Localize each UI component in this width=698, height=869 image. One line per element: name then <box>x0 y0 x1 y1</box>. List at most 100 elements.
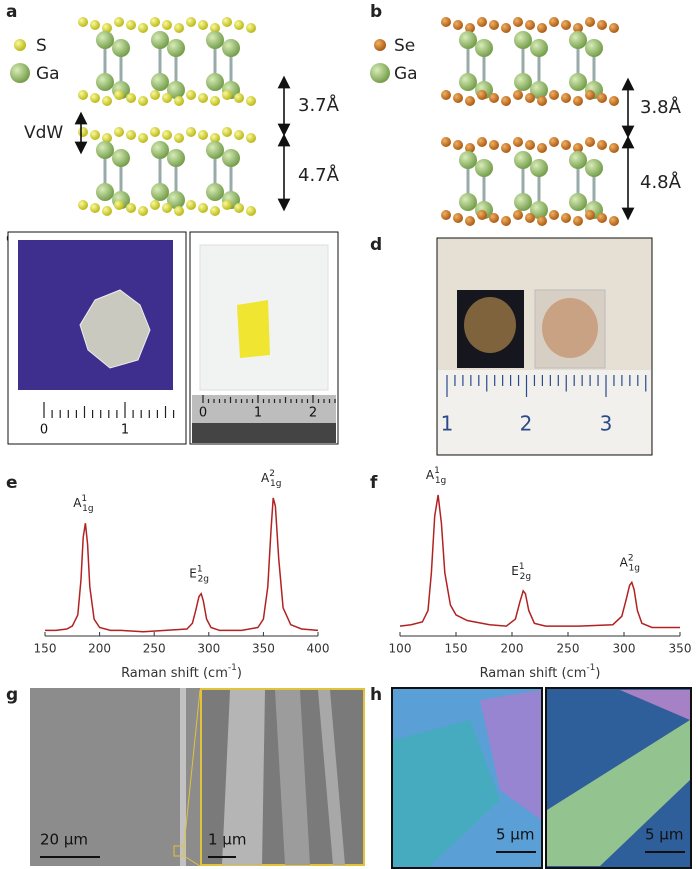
chalcogen-atom <box>597 20 607 30</box>
chalcogen-atom <box>573 216 583 226</box>
scale-bar-label: 20 μm <box>40 831 88 849</box>
chalcogen-atom <box>234 130 244 140</box>
chalcogen-atom <box>525 213 535 223</box>
ga-atom <box>222 149 240 167</box>
chalcogen-atom <box>513 17 523 27</box>
panel-label: b <box>370 2 382 22</box>
chalcogen-atom <box>138 23 148 33</box>
chalcogen-atom <box>441 90 451 100</box>
chalcogen-atom <box>489 93 499 103</box>
peak-label-sup: 1 <box>197 564 203 574</box>
chalcogen-atom <box>114 90 124 100</box>
chalcogen-atom <box>489 140 499 150</box>
ga-atom <box>151 183 169 201</box>
chalcogen-atom <box>174 206 184 216</box>
ruler-bar <box>438 370 651 454</box>
chalcogen-atom <box>138 96 148 106</box>
chalcogen-atom <box>126 130 136 140</box>
chalcogen-atom <box>198 20 208 30</box>
panel-label: h <box>370 685 382 705</box>
ga-atom <box>585 39 603 57</box>
ga-atom <box>514 151 532 169</box>
flake <box>237 300 270 358</box>
x-tick-label: 400 <box>307 642 330 656</box>
chalcogen-atom <box>561 213 571 223</box>
dim-label: 3.8Å <box>640 96 682 118</box>
flake <box>464 297 516 353</box>
chalcogen-atom <box>90 93 100 103</box>
chalcogen-atom <box>585 210 595 220</box>
peak-label-sub: 1g <box>82 504 93 514</box>
chalcogen-atom <box>186 90 196 100</box>
chalcogen-atom <box>78 90 88 100</box>
chalcogen-atom <box>246 23 256 33</box>
chalcogen-atom <box>537 96 547 106</box>
chalcogen-atom <box>138 133 148 143</box>
scale-bar-label: 5 μm <box>496 826 534 844</box>
panel-label: d <box>370 235 382 255</box>
ruler-edge <box>192 423 336 443</box>
chalcogen-atom <box>561 93 571 103</box>
chalcogen-atom <box>609 96 619 106</box>
chalcogen-atom <box>549 17 559 27</box>
chalcogen-atom <box>549 90 559 100</box>
chalcogen-atom <box>441 137 451 147</box>
chalcogen-atom <box>246 133 256 143</box>
scale-bar-label: 5 μm <box>645 826 683 844</box>
ga-atom <box>459 73 477 91</box>
peak-label-sup: 1 <box>519 561 525 571</box>
peak-label: A21g <box>620 553 640 573</box>
chalcogen-atom <box>162 130 172 140</box>
x-axis-label-text: Raman shift (cm <box>480 666 587 681</box>
chalcogen-atom <box>90 203 100 213</box>
chalcogen-atom <box>78 17 88 27</box>
chalcogen-atom <box>90 20 100 30</box>
peak-label: E12g <box>511 561 531 581</box>
chalcogen-atom <box>489 20 499 30</box>
chalcogen-atom <box>561 140 571 150</box>
chalcogen-atom <box>537 23 547 33</box>
legend-swatch <box>374 39 386 51</box>
chalcogen-atom <box>126 93 136 103</box>
dim-label: 3.7Å <box>298 94 340 116</box>
ga-atom <box>96 31 114 49</box>
chalcogen-atom <box>609 216 619 226</box>
chalcogen-atom <box>222 127 232 137</box>
ga-atom <box>459 31 477 49</box>
ga-atom <box>459 193 477 211</box>
chalcogen-atom <box>246 96 256 106</box>
ga-atom <box>475 159 493 177</box>
ga-atom <box>222 39 240 57</box>
x-tick-label: 200 <box>88 642 111 656</box>
chalcogen-atom <box>162 203 172 213</box>
chalcogen-atom <box>441 17 451 27</box>
chalcogen-atom <box>585 90 595 100</box>
x-tick-label: 200 <box>501 642 524 656</box>
chalcogen-atom <box>477 17 487 27</box>
chalcogen-atom <box>525 20 535 30</box>
peak-label-sub: 1g <box>435 476 446 486</box>
chalcogen-atom <box>222 200 232 210</box>
ruler-label: 0 <box>40 423 48 438</box>
chalcogen-atom <box>609 143 619 153</box>
chalcogen-atom <box>126 203 136 213</box>
ga-atom <box>206 183 224 201</box>
chalcogen-atom <box>501 216 511 226</box>
chalcogen-atom <box>465 96 475 106</box>
chalcogen-atom <box>102 206 112 216</box>
chalcogen-atom <box>453 20 463 30</box>
x-tick-label: 250 <box>557 642 580 656</box>
ruler-label: 0 <box>199 406 207 421</box>
chalcogen-atom <box>78 200 88 210</box>
ga-atom <box>112 149 130 167</box>
panel-label: f <box>370 473 378 493</box>
flake <box>542 298 598 358</box>
chalcogen-atom <box>501 143 511 153</box>
peak-label-sup: 1 <box>434 466 440 476</box>
ga-atom <box>514 31 532 49</box>
chalcogen-atom <box>453 140 463 150</box>
legend-label: Ga <box>394 64 418 84</box>
chalcogen-atom <box>477 137 487 147</box>
chalcogen-atom <box>597 140 607 150</box>
ga-atom <box>569 193 587 211</box>
